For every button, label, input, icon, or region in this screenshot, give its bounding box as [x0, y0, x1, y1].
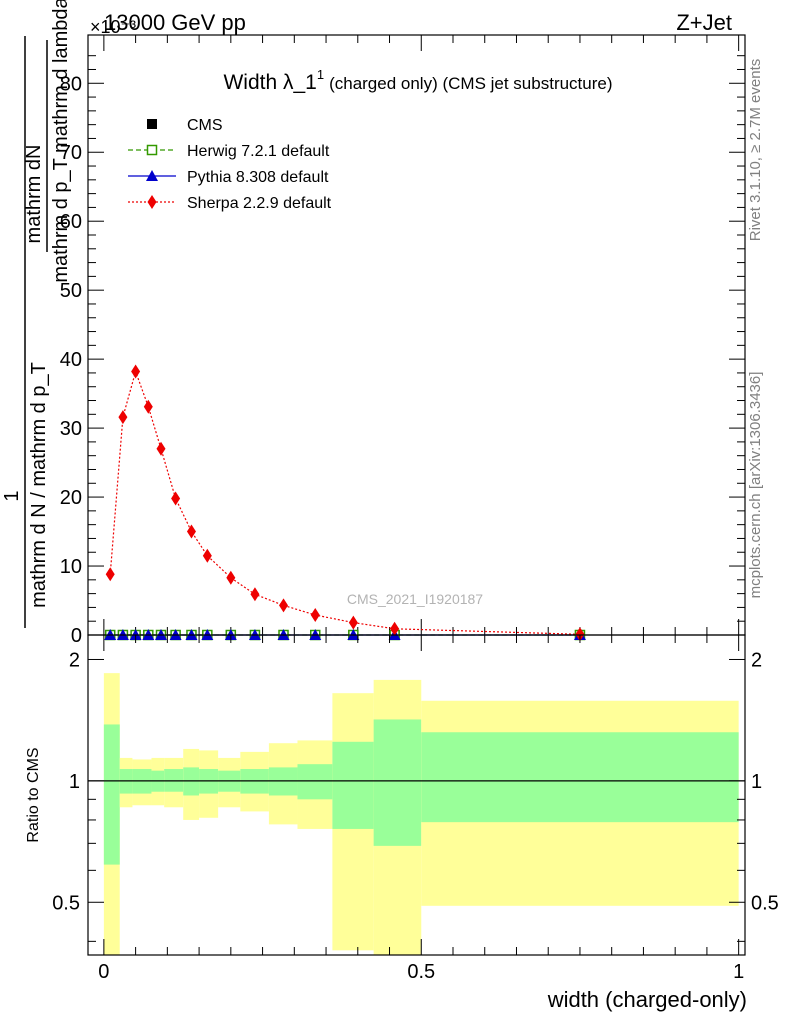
- x-tick-label: 1: [733, 961, 744, 983]
- legend-entry: Herwig 7.2.1 default: [128, 143, 330, 160]
- x-tick-label: 0.5: [407, 961, 435, 983]
- x-axis-label: width (charged-only): [547, 987, 747, 1012]
- ratio-y-tick-label-right: 2: [751, 649, 762, 671]
- y-label-frac-bottom: mathrm d p_T mathrm d lambda: [50, 0, 72, 283]
- y-tick-label: 70: [60, 142, 82, 164]
- legend: CMS Herwig 7.2.1 default Pythia 8.308 defa…: [128, 117, 332, 212]
- data-point: [575, 627, 585, 642]
- y-label-one: 1: [1, 490, 23, 501]
- ratio-y-tick-label: 2: [69, 649, 80, 671]
- rivet-label: Rivet 3.1.10, ≥ 2.7M events: [747, 59, 764, 242]
- legend-entry: Pythia 8.308 default: [128, 169, 329, 186]
- data-point: [348, 615, 358, 630]
- chart-title: Width λ_11 (charged only) (CMS jet substr…: [223, 67, 612, 94]
- y-label-frac-top: mathrm dN: [23, 145, 45, 244]
- header-energy-label: 13000 GeV pp: [104, 10, 246, 35]
- analysis-watermark: CMS_2021_I1920187: [347, 591, 483, 607]
- ratio-y-tick-label-right: 1: [751, 771, 762, 793]
- ratio-band-inner: [421, 732, 739, 823]
- ratio-panel: 0.5 0.5 1 1 2 2 0 0.5 1: [52, 634, 779, 983]
- main-panel: 0 10 20 30 40 50 60 70 80: [60, 34, 746, 647]
- chart-title-rest: (charged only) (CMS jet substructure): [329, 74, 612, 93]
- ratio-y-tick-label-right: 0.5: [751, 892, 779, 914]
- series-line: [109, 369, 580, 635]
- y-label-outer-bottom: mathrm d N / mathrm d p_T: [28, 362, 50, 608]
- y-tick-label: 40: [60, 349, 82, 371]
- data-point: [186, 524, 196, 539]
- legend-label: CMS: [187, 117, 223, 134]
- data-point: [131, 364, 141, 379]
- y-tick-label: 30: [60, 418, 82, 440]
- ratio-band-inner: [373, 719, 422, 846]
- legend-marker: [146, 170, 158, 181]
- main-y-axis-label: mathrm dN mathrm d p_T mathrm d lambda 1…: [1, 0, 72, 628]
- data-point: [118, 410, 128, 425]
- ratio-y-axis-label: Ratio to CMS: [25, 747, 42, 842]
- y-tick-label: 20: [60, 487, 82, 509]
- mcplots-label: mcplots.cern.ch [arXiv:1306.3436]: [747, 372, 764, 599]
- y-tick-label: 0: [71, 625, 82, 647]
- x-tick-label: 0: [98, 961, 109, 983]
- ratio-band-inner: [103, 724, 120, 865]
- legend-marker: [147, 119, 157, 129]
- data-point: [226, 570, 236, 585]
- legend-marker: [146, 144, 158, 156]
- y-tick-label: 60: [60, 211, 82, 233]
- y-tick-label: 10: [60, 556, 82, 578]
- y-multiplier-label: ×10⁻³: [90, 17, 136, 37]
- data-point: [202, 548, 212, 563]
- legend-entry: Sherpa 2.2.9 default: [128, 195, 332, 212]
- ratio-band-inner: [332, 741, 374, 829]
- data-point: [390, 621, 400, 636]
- legend-label: Sherpa 2.2.9 default: [187, 195, 332, 212]
- data-point: [143, 399, 153, 414]
- data-point: [156, 441, 166, 456]
- data-point: [310, 608, 320, 622]
- data-point: [279, 598, 289, 613]
- chart-title-main: Width λ_1: [223, 71, 316, 94]
- ratio-y-tick-label: 0.5: [52, 892, 80, 914]
- y-tick-label: 80: [60, 73, 82, 95]
- ratio-y-tick-label: 1: [69, 771, 80, 793]
- y-tick-label: 50: [60, 280, 82, 302]
- legend-entry: CMS: [147, 117, 223, 134]
- legend-marker: [147, 195, 157, 209]
- legend-label: Herwig 7.2.1 default: [187, 143, 330, 160]
- header-process-label: Z+Jet: [676, 10, 732, 35]
- ratio-band-inner: [297, 764, 333, 800]
- ratio-plot-frame: [87, 634, 746, 956]
- data-point: [171, 491, 181, 506]
- data-point: [250, 587, 260, 602]
- data-point: [105, 567, 115, 582]
- chart-title-sup: 1: [317, 67, 324, 82]
- legend-label: Pythia 8.308 default: [187, 169, 329, 186]
